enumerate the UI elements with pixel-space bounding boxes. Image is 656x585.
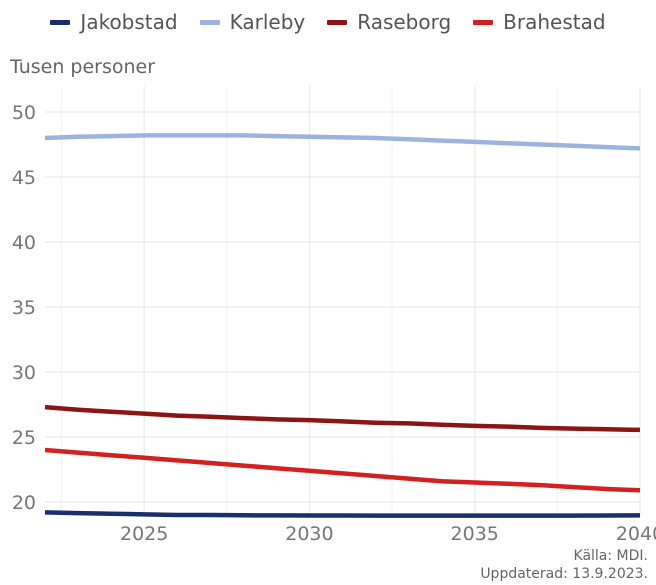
y-tick-label-45: 45: [12, 167, 36, 189]
series-line-raseborg: [44, 404, 641, 433]
legend-item-jakobstad: Jakobstad: [50, 10, 178, 34]
legend-swatch: [50, 19, 71, 25]
source-note: Källa: MDI.: [573, 548, 648, 564]
updated-note: Uppdaterad: 13.9.2023.: [480, 566, 648, 582]
series-line-jakobstad: [44, 510, 641, 518]
legend-label: Karleby: [229, 10, 306, 34]
legend-swatch: [473, 19, 494, 25]
legend-label: Jakobstad: [80, 10, 178, 34]
legend-item-raseborg: Raseborg: [327, 10, 451, 34]
legend-item-brahestad: Brahestad: [473, 10, 606, 34]
legend-swatch: [327, 19, 348, 25]
legend-swatch: [199, 19, 220, 25]
x-tick-label-2035: 2035: [451, 523, 499, 545]
x-tick-label-2025: 2025: [120, 523, 168, 545]
series-line-karleby: [44, 133, 641, 151]
x-tick-label-2040: 2040: [616, 523, 656, 545]
legend-label: Brahestad: [503, 10, 606, 34]
legend-label: Raseborg: [357, 10, 452, 34]
series-line-brahestad: [44, 447, 641, 493]
y-axis-label: Tusen personer: [10, 56, 156, 78]
y-tick-label-20: 20: [12, 492, 36, 514]
y-tick-label-30: 30: [12, 362, 36, 384]
chart-caption: Källa: MDI. Uppdaterad: 13.9.2023.: [480, 547, 648, 583]
y-tick-label-35: 35: [12, 297, 36, 319]
chart-legend: Jakobstad Karleby Raseborg Brahestad: [0, 10, 656, 34]
y-tick-label-25: 25: [12, 427, 36, 449]
y-tick-label-50: 50: [12, 102, 36, 124]
legend-item-karleby: Karleby: [199, 10, 306, 34]
x-tick-label-2030: 2030: [285, 523, 333, 545]
y-tick-label-40: 40: [12, 232, 36, 254]
